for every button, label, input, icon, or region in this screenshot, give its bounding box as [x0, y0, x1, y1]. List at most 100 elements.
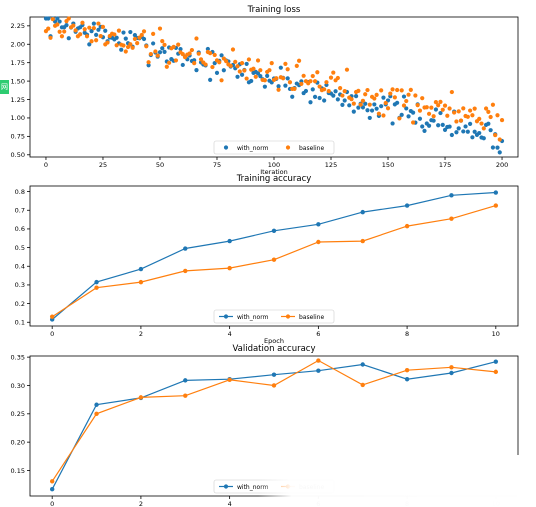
data-point-baseline: [456, 109, 461, 114]
x-tick-label: 25: [99, 161, 107, 169]
data-point-baseline: [62, 29, 67, 34]
data-point-with_norm: [481, 136, 486, 141]
data-point-with_norm: [436, 123, 441, 128]
x-tick-label: 0: [44, 161, 48, 169]
data-point-with_norm: [449, 370, 454, 376]
y-tick-label: 0.35: [11, 353, 25, 361]
data-point-with_norm: [89, 29, 94, 34]
data-point-baseline: [271, 383, 277, 388]
data-point-baseline: [392, 95, 397, 100]
y-tick-label: 1.75: [11, 59, 25, 67]
data-point-baseline: [171, 44, 176, 49]
data-point-baseline: [454, 119, 459, 124]
data-point-baseline: [71, 23, 76, 28]
legend-marker-with_norm: [223, 145, 229, 150]
data-point-baseline: [125, 44, 131, 50]
data-point-with_norm: [401, 94, 407, 99]
data-point-baseline: [151, 31, 156, 36]
legend-marker-with_norm: [223, 314, 229, 319]
y-tick-label: 0.2: [15, 300, 25, 308]
legend-marker-baseline: [285, 145, 291, 150]
data-point-baseline: [94, 38, 99, 43]
data-point-with_norm: [141, 36, 147, 42]
data-point-baseline: [404, 367, 410, 373]
data-point-baseline: [91, 26, 96, 31]
series-line-with_norm: [51, 191, 496, 320]
data-point-baseline: [449, 365, 454, 370]
data-point-baseline: [132, 36, 137, 42]
data-point-with_norm: [390, 121, 395, 126]
side-badge[interactable]: 网: [0, 80, 9, 94]
data-point-with_norm: [303, 88, 309, 94]
data-point-baseline: [187, 51, 192, 56]
data-point-baseline: [296, 58, 302, 63]
data-point-baseline: [458, 118, 464, 123]
data-point-with_norm: [335, 97, 340, 102]
y-tick-label: 0.4: [15, 263, 25, 271]
data-point-baseline: [82, 27, 87, 32]
data-point-baseline: [461, 106, 466, 111]
data-point-with_norm: [262, 84, 267, 89]
data-point-with_norm: [449, 193, 454, 198]
data-point-baseline: [483, 106, 489, 111]
data-point-baseline: [363, 92, 368, 97]
data-point-with_norm: [283, 83, 288, 88]
data-point-baseline: [381, 113, 386, 118]
data-point-baseline: [123, 49, 128, 54]
data-point-baseline: [399, 88, 404, 93]
data-point-with_norm: [342, 98, 347, 103]
data-point-baseline: [372, 96, 377, 101]
data-point-with_norm: [406, 114, 411, 119]
data-point-with_norm: [454, 130, 459, 135]
data-point-baseline: [376, 111, 381, 116]
data-point-baseline: [287, 80, 293, 85]
data-point-baseline: [445, 113, 450, 118]
data-point-with_norm: [363, 101, 368, 106]
data-point-baseline: [415, 103, 420, 108]
data-point-baseline: [78, 32, 83, 37]
y-tick-label: 0.7: [15, 207, 25, 215]
data-point-with_norm: [183, 246, 188, 251]
data-point-baseline: [470, 113, 475, 118]
data-point-baseline: [326, 89, 331, 94]
data-point-with_norm: [244, 61, 249, 67]
x-tick-label: 200: [496, 161, 508, 169]
data-point-baseline: [116, 28, 122, 33]
y-tick-label: 0.15: [11, 467, 25, 475]
x-tick-label: 10: [492, 330, 500, 338]
data-point-baseline: [237, 69, 242, 74]
data-point-with_norm: [271, 372, 277, 377]
data-point-baseline: [426, 111, 432, 116]
legend-marker-with_norm: [223, 484, 229, 489]
bottom-right-fade-overlay: [258, 455, 536, 507]
data-point-baseline: [316, 358, 321, 363]
data-point-baseline: [164, 64, 169, 69]
data-point-baseline: [49, 479, 55, 484]
data-point-with_norm: [160, 46, 165, 51]
data-point-with_norm: [212, 61, 217, 66]
data-point-baseline: [499, 117, 505, 123]
data-point-baseline: [128, 42, 133, 47]
data-point-with_norm: [495, 145, 500, 150]
data-point-baseline: [486, 109, 491, 114]
data-point-baseline: [173, 58, 179, 63]
chart-panel-2: Training accuracy 0 2 4 6 8 10 0.1 0.2 0.3 0.4 0.5 0…: [15, 174, 519, 345]
data-point-baseline: [246, 57, 252, 62]
data-point-with_norm: [205, 46, 210, 52]
data-point-baseline: [406, 92, 411, 97]
data-point-baseline: [310, 73, 315, 79]
legend-label-with_norm: with_norm: [237, 484, 269, 491]
data-point-with_norm: [316, 368, 321, 373]
chart-title: Training accuracy: [236, 174, 312, 184]
axes-frame: [29, 185, 519, 327]
data-point-baseline: [244, 76, 249, 81]
data-point-baseline: [233, 59, 238, 64]
data-point-with_norm: [463, 124, 468, 129]
data-point-baseline: [465, 114, 470, 119]
data-point-with_norm: [227, 238, 232, 244]
data-point-with_norm: [271, 228, 277, 233]
data-point-baseline: [299, 81, 304, 87]
data-point-with_norm: [57, 19, 62, 24]
data-point-baseline: [84, 34, 90, 39]
